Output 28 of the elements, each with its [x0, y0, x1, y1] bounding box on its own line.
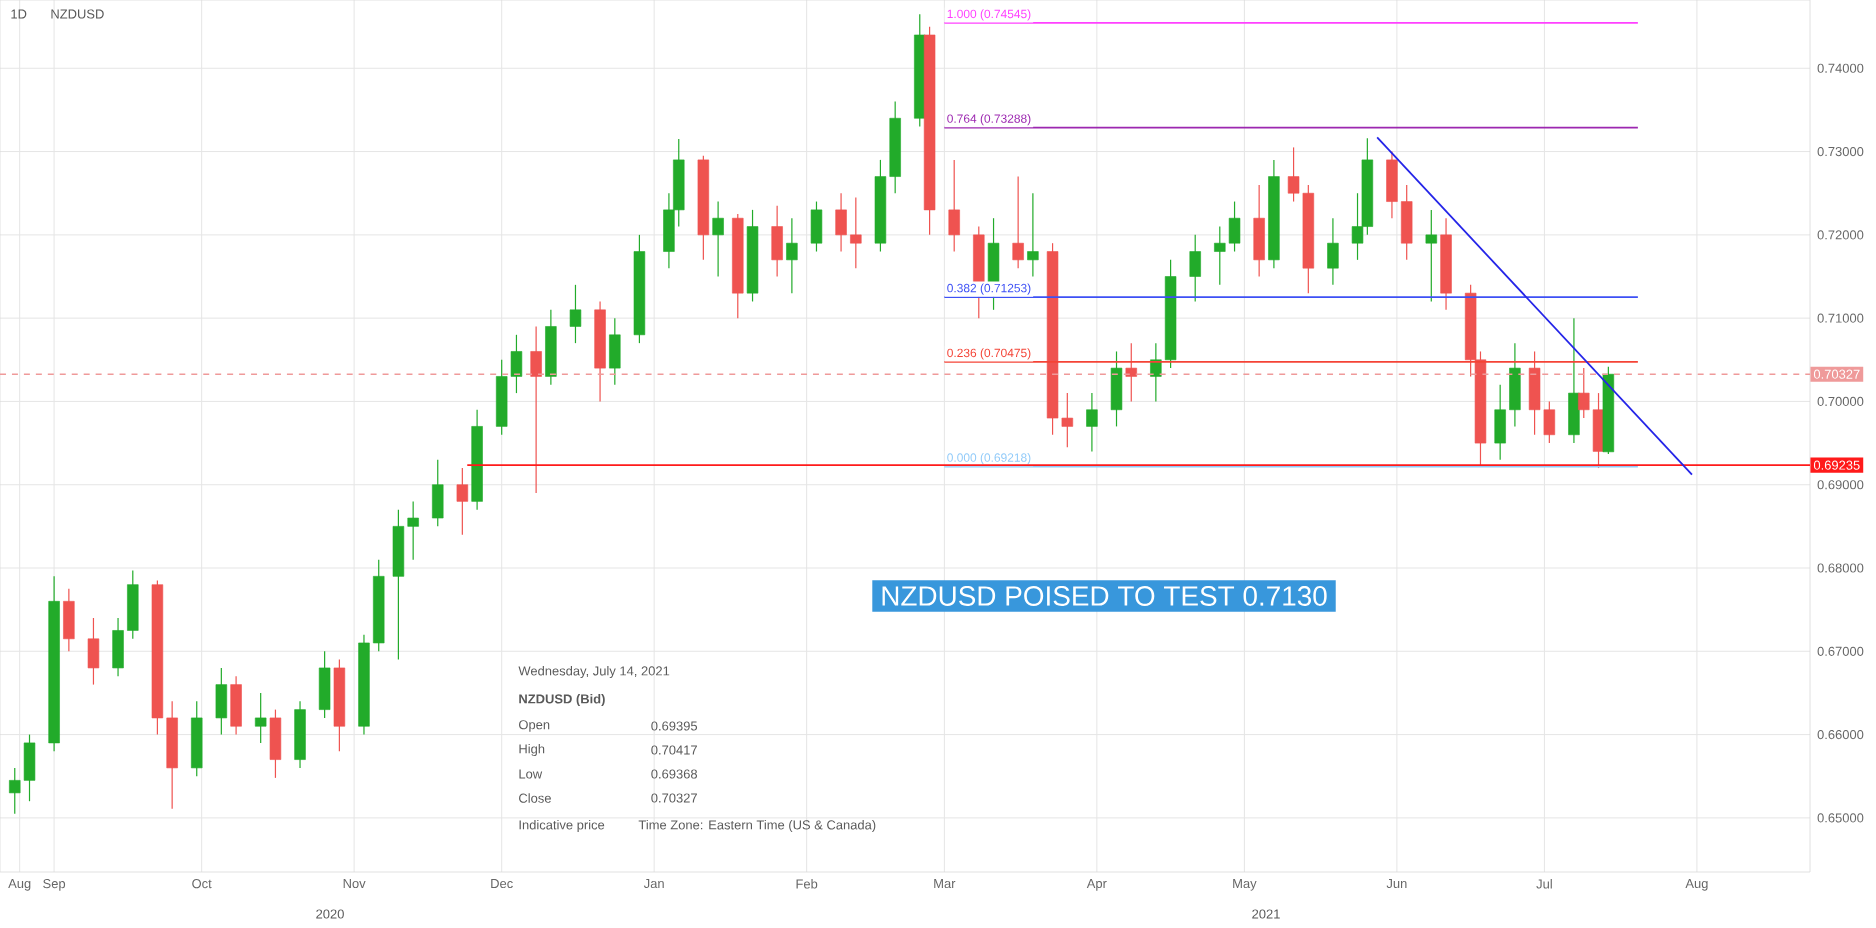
candlestick [810, 200, 823, 253]
candlestick [1189, 234, 1201, 303]
candlestick [1568, 317, 1580, 444]
candlestick [318, 650, 331, 719]
candlestick [712, 200, 724, 278]
candlestick [254, 692, 267, 744]
candlestick [609, 317, 621, 386]
candlestick [269, 708, 282, 779]
candlestick [948, 159, 960, 253]
candlestick [1086, 392, 1098, 453]
annotation: NZDUSD POISED TO TEST 0.7130 [882, 586, 1327, 606]
candlestick [530, 325, 542, 494]
candlestick [87, 617, 100, 686]
candlestick [771, 205, 783, 278]
candlestick [432, 459, 444, 527]
candlestick [569, 284, 582, 344]
candlestick [1425, 209, 1437, 303]
candlestick [63, 588, 75, 652]
candlestick [1027, 192, 1039, 278]
candlestick [230, 675, 242, 736]
candlestick [1125, 342, 1137, 403]
candlestick [1327, 217, 1339, 286]
candlestick [1253, 184, 1265, 278]
candlestick [215, 667, 228, 736]
candlestick [1012, 175, 1024, 269]
candlestick [456, 467, 469, 536]
candlestick [786, 217, 798, 294]
candlestick [1110, 350, 1123, 428]
